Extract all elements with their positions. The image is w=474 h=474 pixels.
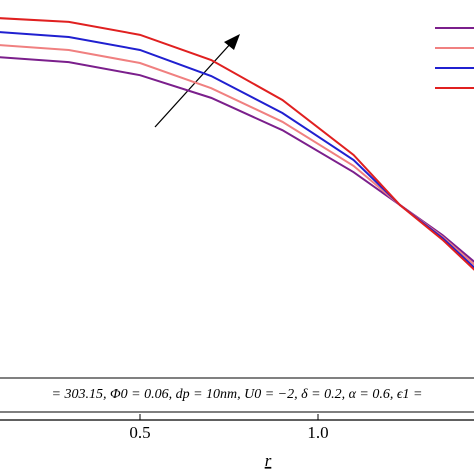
line (0, 44, 474, 266)
x-axis-label: r (265, 451, 272, 470)
x-tick-label: 1.0 (307, 423, 328, 442)
annotation: = 303.15, Φ0 = 0.06, dp = 10nm, U0 = −2,… (52, 387, 423, 402)
arrow-head (224, 34, 240, 50)
line (0, 56, 474, 263)
line (0, 31, 474, 269)
x-tick-label: 0.5 (129, 423, 150, 442)
annotation-box (0, 377, 474, 413)
line (0, 17, 474, 271)
arrow (154, 41, 233, 128)
